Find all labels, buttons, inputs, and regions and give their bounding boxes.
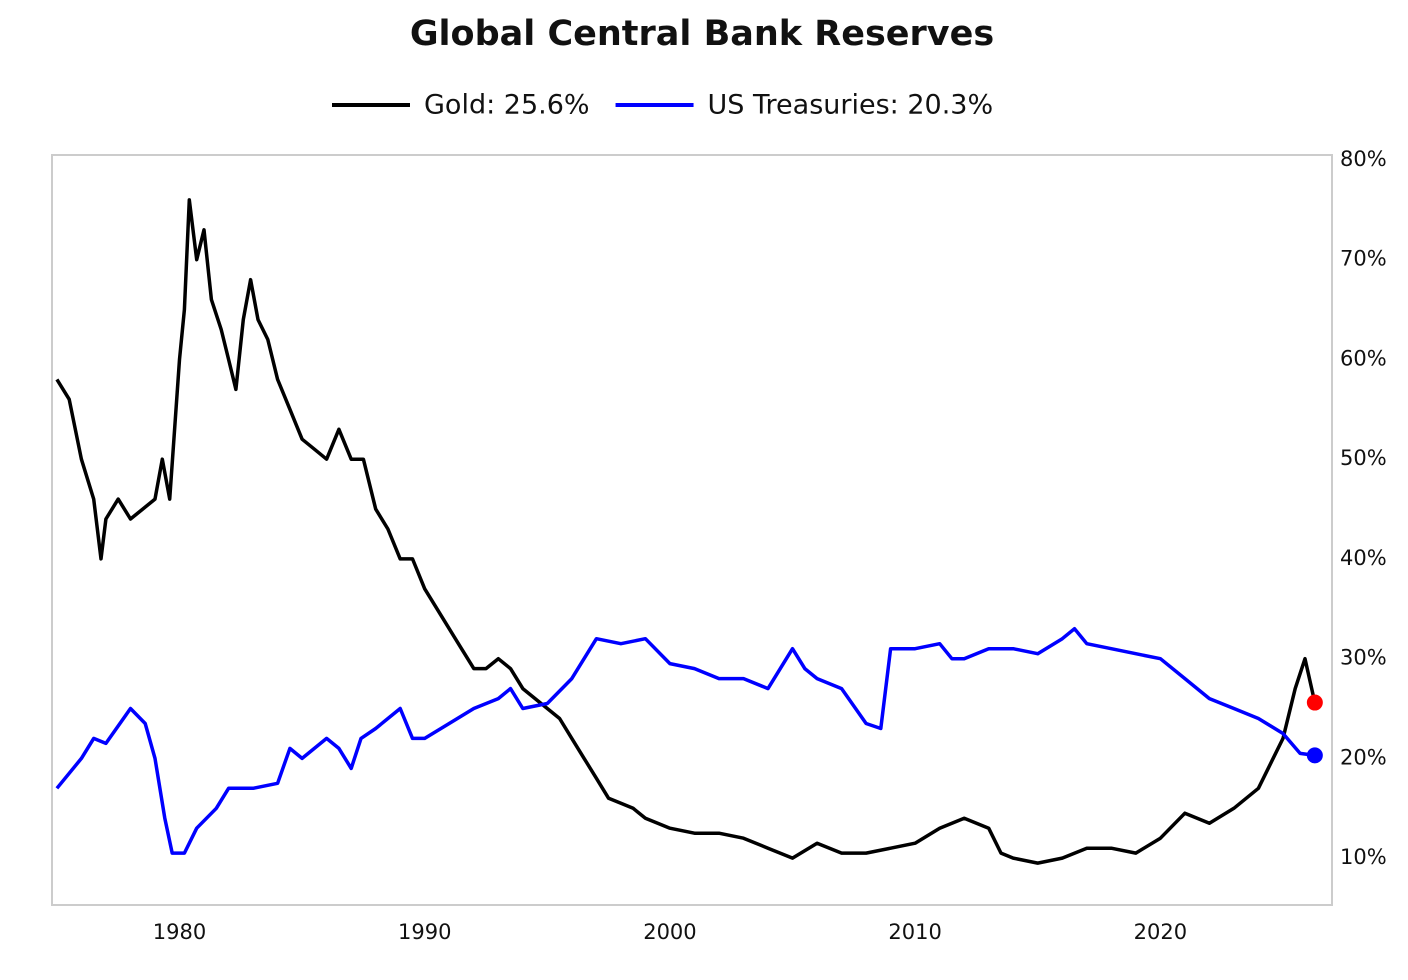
end-marker <box>1306 694 1323 711</box>
y-tick-label: 40% <box>1340 546 1387 570</box>
y-tick-label: 80% <box>1340 147 1387 171</box>
series-line <box>55 626 1316 855</box>
y-tick-label: 60% <box>1340 346 1387 370</box>
series-line <box>55 198 1317 865</box>
y-tick-label: 70% <box>1340 247 1387 271</box>
chart-title: Global Central Bank Reserves <box>410 14 994 54</box>
y-tick-label: 10% <box>1340 845 1387 869</box>
end-marker <box>1306 747 1323 764</box>
legend-label: Gold: 25.6% <box>424 90 590 121</box>
y-tick-label: 30% <box>1340 646 1387 670</box>
y-tick-label: 50% <box>1340 446 1387 470</box>
x-tick-label: 2010 <box>888 920 941 944</box>
x-tick-label: 1990 <box>398 920 451 944</box>
plot-frame <box>51 154 1333 906</box>
x-tick-label: 2020 <box>1134 920 1187 944</box>
legend-label: US Treasuries: 20.3% <box>708 90 994 121</box>
x-tick-label: 1980 <box>153 920 206 944</box>
x-tick-label: 2000 <box>643 920 696 944</box>
y-tick-label: 20% <box>1340 745 1387 769</box>
